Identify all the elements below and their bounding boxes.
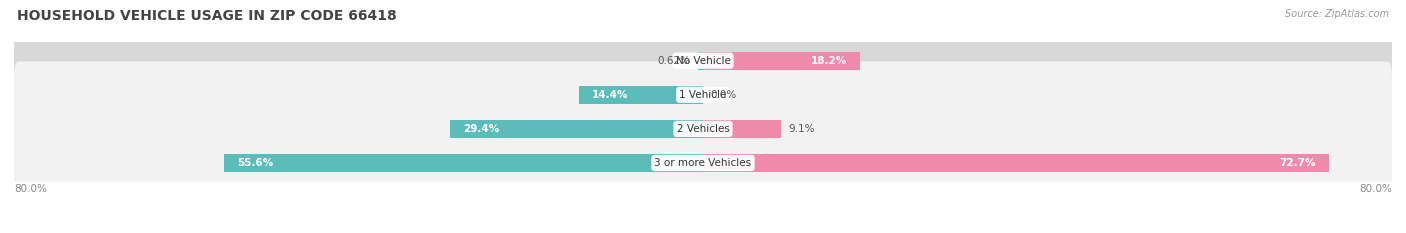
Text: 1 Vehicle: 1 Vehicle [679,90,727,100]
Text: 14.4%: 14.4% [592,90,628,100]
Text: 55.6%: 55.6% [238,158,273,168]
FancyBboxPatch shape [14,130,1392,196]
Bar [224,154,703,172]
Bar [579,86,703,104]
Text: 2 Vehicles: 2 Vehicles [676,124,730,134]
Text: 0.0%: 0.0% [710,90,737,100]
Bar [703,154,1329,172]
Text: 72.7%: 72.7% [1279,158,1316,168]
Text: 3 or more Vehicles: 3 or more Vehicles [654,158,752,168]
Bar [703,52,859,70]
FancyBboxPatch shape [14,61,1392,128]
Bar [450,120,703,138]
Text: No Vehicle: No Vehicle [675,56,731,66]
FancyBboxPatch shape [14,27,1392,94]
Text: 29.4%: 29.4% [463,124,499,134]
Text: 9.1%: 9.1% [789,124,814,134]
Text: 0.62%: 0.62% [658,56,690,66]
Bar [697,52,703,70]
Text: 80.0%: 80.0% [1360,184,1392,194]
Text: 18.2%: 18.2% [811,56,846,66]
Text: HOUSEHOLD VEHICLE USAGE IN ZIP CODE 66418: HOUSEHOLD VEHICLE USAGE IN ZIP CODE 6641… [17,9,396,23]
FancyBboxPatch shape [14,96,1392,162]
Bar [703,120,782,138]
Text: Source: ZipAtlas.com: Source: ZipAtlas.com [1285,9,1389,19]
Text: 80.0%: 80.0% [14,184,46,194]
